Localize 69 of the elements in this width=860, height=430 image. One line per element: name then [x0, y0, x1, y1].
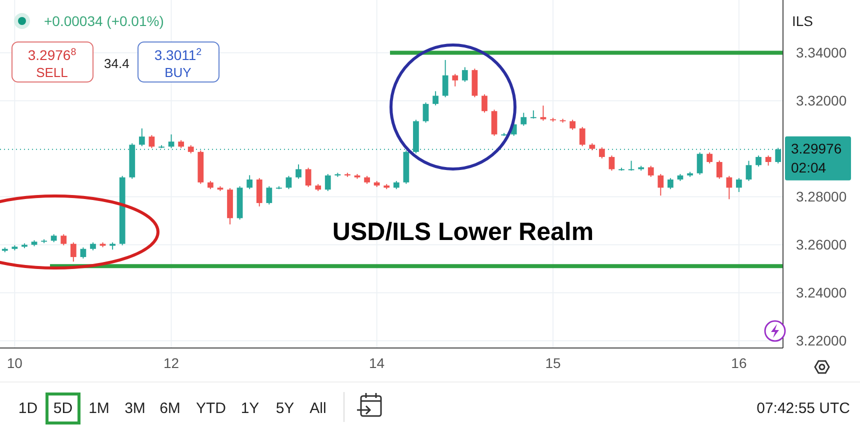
candlestick — [726, 175, 732, 200]
candlestick — [296, 164, 302, 180]
candlestick — [60, 234, 67, 246]
candlestick — [266, 186, 272, 205]
candlestick — [256, 178, 262, 207]
candlestick — [482, 94, 488, 114]
candlestick — [452, 73, 458, 87]
candlestick — [765, 155, 772, 166]
candlestick — [658, 174, 664, 196]
candlestick — [746, 160, 752, 182]
candlestick — [70, 242, 76, 262]
candlestick — [80, 246, 86, 259]
candlestick — [168, 134, 174, 149]
y-tick-label: 3.28000 — [796, 188, 847, 205]
x-tick-label: 15 — [545, 355, 561, 371]
annotation: 34.4 — [104, 56, 130, 71]
candlestick — [422, 102, 429, 124]
x-tick-label: 10 — [6, 355, 23, 371]
candlestick — [305, 167, 312, 188]
candlestick — [148, 134, 155, 149]
candlestick — [246, 174, 253, 190]
text: 5Y — [276, 400, 294, 417]
y-tick-label: 3.32000 — [796, 92, 847, 109]
y-tick-label: 3.26000 — [796, 236, 847, 253]
candlestick — [286, 175, 292, 190]
x-tick-label: 16 — [731, 355, 747, 371]
candlestick — [648, 165, 654, 178]
y-tick-label: 3.34000 — [796, 44, 847, 61]
candlestick — [462, 66, 468, 82]
text: USD/ILS Lower Realm — [332, 218, 594, 246]
text: 6M — [160, 400, 180, 417]
annotation: SELL — [36, 65, 68, 80]
x-tick-label: 14 — [369, 355, 385, 371]
text: All — [310, 400, 326, 417]
text: YTD — [196, 400, 226, 417]
candlestick — [324, 174, 331, 192]
annotation: 3.3011$^{2}$ — [154, 46, 202, 63]
annotation: BUY — [164, 65, 192, 80]
candlestick — [716, 160, 722, 180]
candlestick — [138, 128, 145, 147]
text: 3M — [124, 400, 146, 417]
candlestick — [579, 126, 586, 147]
candlestick — [570, 119, 576, 130]
text: 07:42:55 UTC — [756, 400, 850, 417]
candlestick — [608, 155, 615, 172]
candlestick — [706, 152, 713, 164]
text: ILS — [792, 13, 814, 29]
annotation: +0.00034 (+0.01%) — [44, 13, 164, 29]
candlestick — [668, 178, 674, 190]
candlestick — [696, 152, 703, 176]
candlestick — [491, 109, 498, 136]
text: 1Y — [240, 400, 260, 417]
y-tick-label: 3.22000 — [796, 332, 847, 349]
candlestick — [756, 155, 762, 168]
y-tick-label: 3.24000 — [796, 284, 847, 301]
candlestick — [628, 160, 634, 172]
candlestick — [598, 146, 605, 159]
text: 1D — [18, 400, 38, 417]
annotation: 3.2976$^{8}$ — [28, 46, 77, 63]
candlestick — [736, 178, 742, 192]
candlestick — [540, 105, 546, 122]
x-tick-label: 12 — [163, 355, 180, 371]
ref-line-label: 3.29976 — [791, 140, 842, 156]
candlestick — [520, 112, 527, 126]
text: 02:04 — [791, 159, 826, 176]
text: 1M — [88, 400, 110, 417]
candlestick — [442, 60, 448, 98]
candlestick — [432, 90, 438, 106]
text: 5D — [53, 400, 73, 417]
